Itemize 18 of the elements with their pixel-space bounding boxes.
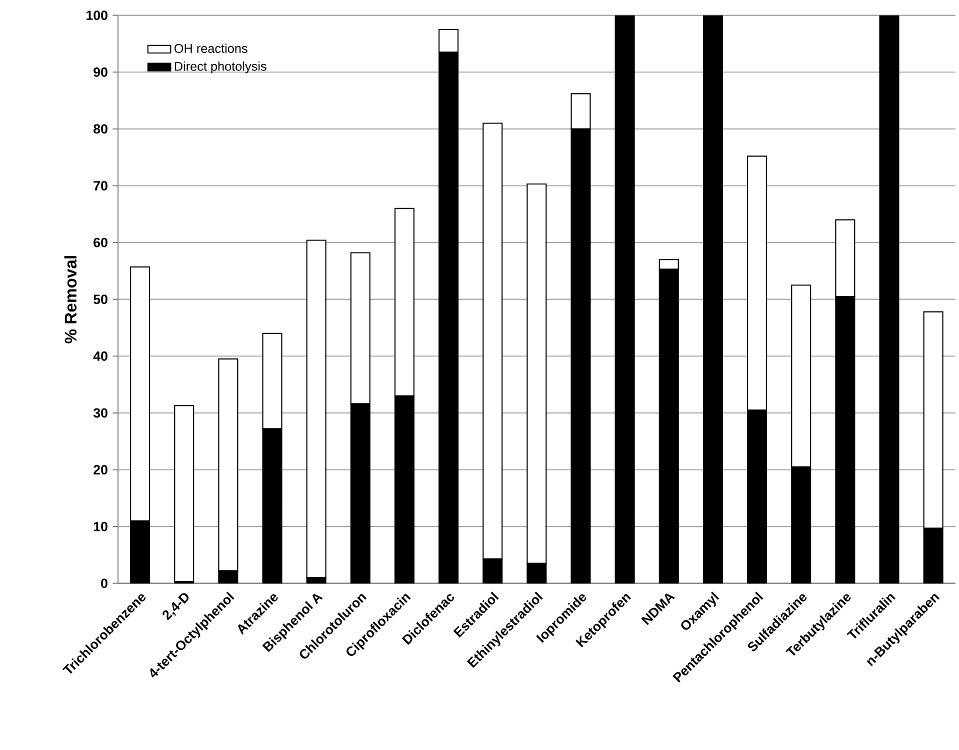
y-tick-label: 70 [94, 181, 108, 190]
y-tick-label: 30 [93, 408, 108, 418]
y-tick-label: 50 [94, 294, 108, 304]
y-axis-title: % Removal [64, 256, 77, 344]
y-tick-label: 10 [94, 522, 108, 532]
legend-label: OH reactions [174, 44, 248, 53]
y-tick-label: 20 [94, 465, 108, 474]
bar [879, 15, 900, 584]
bar [614, 15, 635, 584]
y-tick-label: 0 [101, 578, 108, 588]
y-tick-label: 100 [86, 10, 108, 20]
bar [174, 405, 194, 582]
y-tick-label: 40 [93, 351, 108, 361]
y-tick-label: 60 [94, 238, 108, 248]
y-tick-label: 90 [94, 67, 108, 77]
bar [702, 15, 723, 584]
y-tick-label: 80 [94, 124, 108, 134]
legend-label: Direct photolysis [174, 61, 266, 74]
